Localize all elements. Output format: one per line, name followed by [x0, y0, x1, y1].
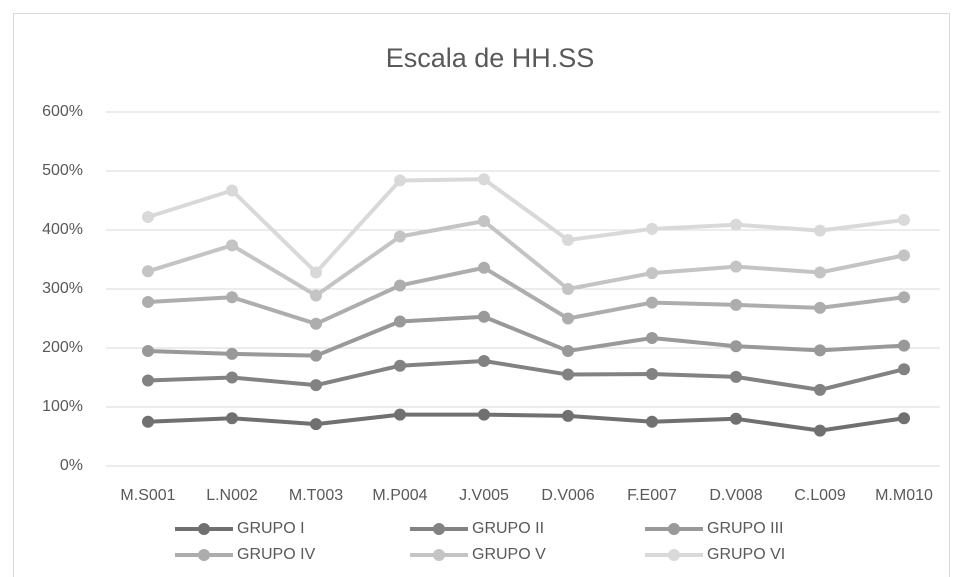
point [814, 266, 826, 279]
point [310, 266, 322, 279]
point [226, 291, 238, 304]
x-tick-label: M.M010 [875, 487, 933, 504]
y-tick-label: 300% [42, 280, 83, 297]
point [814, 383, 826, 396]
legend-marker [668, 549, 680, 561]
x-tick-label: F.E007 [627, 487, 677, 504]
legend-marker [433, 523, 445, 535]
series-line [147, 177, 905, 275]
legend-label: GRUPO I [237, 520, 305, 537]
series-line [147, 219, 905, 298]
point [814, 301, 826, 314]
legend-label: GRUPO III [707, 520, 783, 537]
point [478, 408, 490, 421]
x-tick-label: M.S001 [120, 487, 175, 504]
point [730, 412, 742, 425]
point [898, 412, 910, 425]
point [310, 349, 322, 362]
point [898, 213, 910, 226]
point [478, 354, 490, 367]
point [562, 344, 574, 357]
point [562, 312, 574, 325]
point [142, 415, 154, 428]
point [478, 310, 490, 323]
point [478, 261, 490, 274]
point [730, 340, 742, 353]
point [394, 359, 406, 372]
point [478, 215, 490, 228]
point [814, 424, 826, 437]
point [730, 260, 742, 273]
legend-label: GRUPO IV [237, 546, 316, 563]
point [646, 296, 658, 309]
point [898, 291, 910, 304]
x-tick-label: J.V005 [459, 487, 509, 504]
point [310, 379, 322, 392]
point [310, 418, 322, 431]
point [562, 234, 574, 247]
point [646, 331, 658, 344]
point [814, 344, 826, 357]
point [646, 222, 658, 235]
legend-label: GRUPO VI [707, 546, 785, 563]
point [226, 412, 238, 425]
x-tick-label: D.V006 [541, 487, 594, 504]
point [730, 218, 742, 231]
x-tick-label: D.V008 [709, 487, 762, 504]
y-tick-label: 0% [60, 457, 83, 474]
point [646, 267, 658, 280]
point [730, 370, 742, 383]
point [898, 363, 910, 376]
point [394, 408, 406, 421]
point [142, 211, 154, 224]
point [814, 224, 826, 237]
legend-marker [668, 523, 680, 535]
legend-label: GRUPO II [472, 520, 544, 537]
chart-title: Escala de HH.SS [386, 43, 595, 73]
point [730, 298, 742, 311]
series-line [147, 358, 905, 392]
point [646, 415, 658, 428]
point [310, 317, 322, 330]
legend-marker [198, 523, 210, 535]
point [562, 283, 574, 295]
point [226, 347, 238, 360]
point [562, 368, 574, 381]
point [478, 173, 490, 186]
x-tick-label: L.N002 [206, 487, 258, 504]
y-tick-label: 400% [42, 221, 83, 238]
y-tick-label: 200% [42, 339, 83, 356]
x-tick-label: M.T003 [289, 487, 343, 504]
point [898, 249, 910, 262]
point [898, 339, 910, 352]
chart-border [13, 13, 950, 577]
point [226, 184, 238, 197]
legend-marker [198, 549, 210, 561]
point [226, 371, 238, 384]
point [142, 344, 154, 357]
point [142, 374, 154, 387]
point [142, 295, 154, 308]
point [226, 239, 238, 252]
point [394, 174, 406, 187]
series-line [147, 412, 905, 433]
y-tick-label: 600% [42, 103, 83, 120]
point [646, 367, 658, 380]
point [394, 315, 406, 328]
point [562, 409, 574, 422]
x-tick-label: C.L009 [794, 487, 846, 504]
series-line [147, 265, 905, 326]
legend-label: GRUPO V [472, 546, 546, 563]
point [142, 265, 154, 278]
y-tick-label: 500% [42, 162, 83, 179]
point [394, 279, 406, 292]
x-tick-label: M.P004 [372, 487, 427, 504]
series-line [147, 314, 905, 358]
point [394, 230, 406, 243]
legend-marker [433, 549, 445, 561]
y-tick-label: 100% [42, 398, 83, 415]
point [310, 289, 322, 302]
